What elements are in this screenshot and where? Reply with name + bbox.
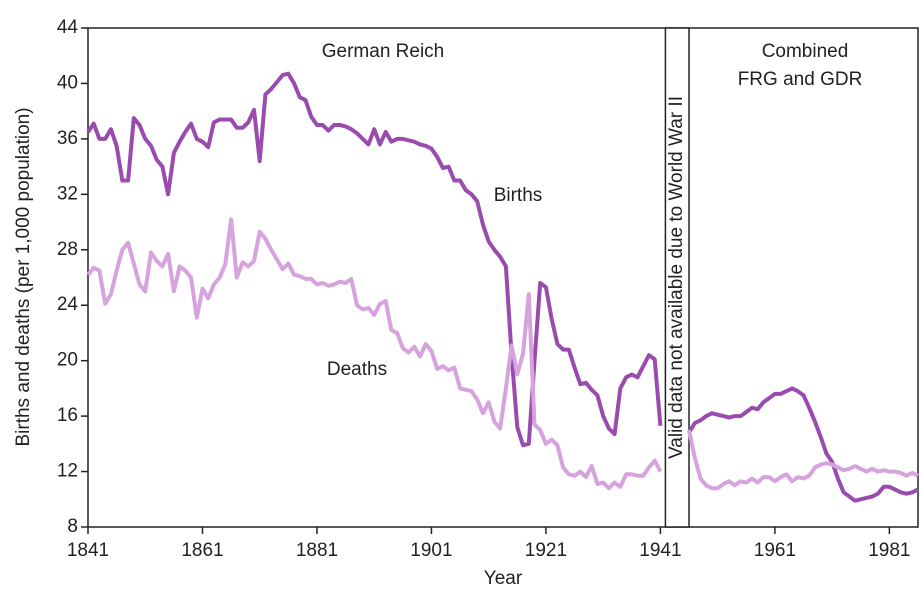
y-axis-label: Births and deaths (per 1,000 population) xyxy=(13,107,34,446)
x-tick-label: 1881 xyxy=(296,540,338,561)
y-tick-label: 24 xyxy=(57,294,79,315)
annotation: FRG and GDR xyxy=(738,69,863,90)
x-tick-label: 1981 xyxy=(868,540,910,561)
gap-box xyxy=(664,27,690,528)
y-tick-label: 16 xyxy=(57,405,78,426)
y-tick-label: 28 xyxy=(57,239,78,260)
x-tick-label: 1921 xyxy=(525,540,567,561)
plot-frame xyxy=(87,27,919,528)
annotation: Combined xyxy=(762,41,849,62)
y-tick-label: 32 xyxy=(57,183,78,204)
x-tick-label: 1901 xyxy=(410,540,452,561)
y-tick-label: 40 xyxy=(57,72,78,93)
series-line xyxy=(86,217,919,491)
x-tick-label: 1861 xyxy=(181,540,223,561)
x-tick-label: 1841 xyxy=(67,540,109,561)
x-tick-label: 1961 xyxy=(754,540,796,561)
x-axis-label: Year xyxy=(484,568,523,589)
y-tick-label: 8 xyxy=(67,516,78,537)
y-tick-label: 20 xyxy=(57,350,78,371)
x-tick-label: 1941 xyxy=(639,540,681,561)
y-tick-label: 44 xyxy=(57,17,79,38)
gap-label: Valid data not available due to World Wa… xyxy=(666,96,687,459)
y-tick-label: 36 xyxy=(57,128,78,149)
annotation: Deaths xyxy=(327,359,387,380)
series-line xyxy=(86,71,919,503)
y-tick-label: 12 xyxy=(57,461,78,482)
annotation: Births xyxy=(494,185,543,206)
annotation: German Reich xyxy=(322,41,445,62)
